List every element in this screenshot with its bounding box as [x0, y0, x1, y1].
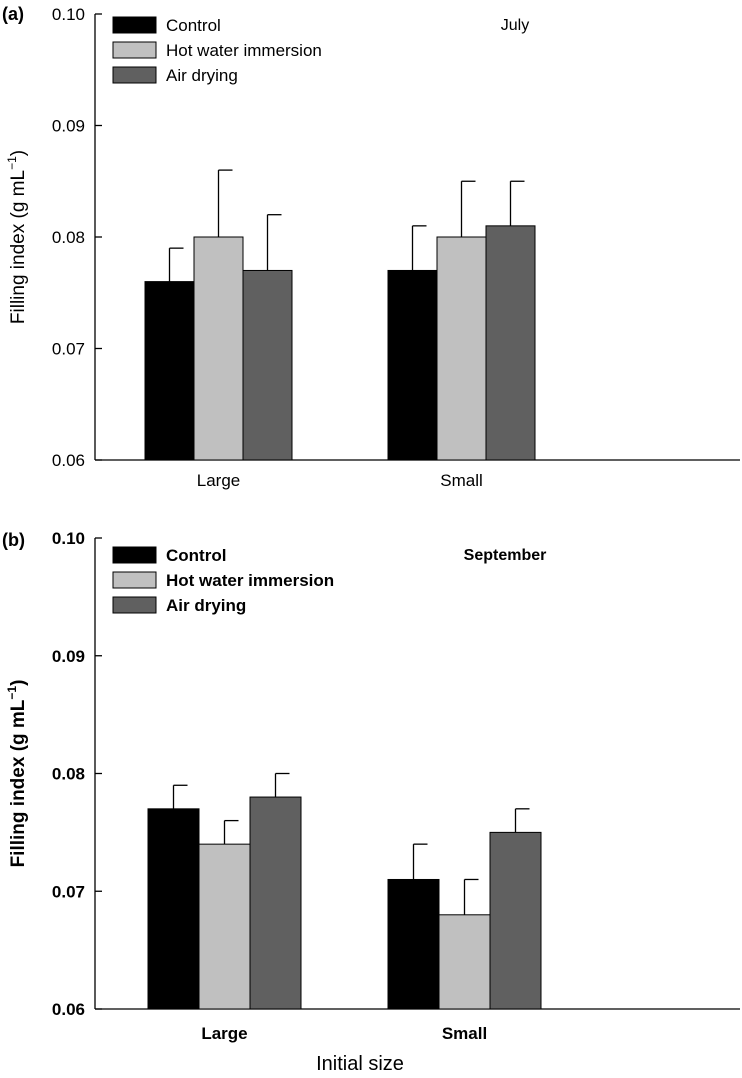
legend-label: Control: [166, 546, 226, 565]
y-tick-label: 0.08: [52, 765, 85, 784]
chart-panel-b: 0.06 0.07 0.08 0.09 0.10 Large Small Control Hot…: [2, 529, 740, 1075]
y-tick-label: 0.10: [52, 5, 85, 24]
x-tick-label: Large: [201, 1024, 247, 1043]
x-axis-label: Initial size: [316, 1053, 404, 1075]
month-annotation: September: [464, 547, 547, 564]
bar-air-drying: [485, 225, 536, 461]
bar-hot-water-immersion: [438, 914, 491, 1010]
y-axis-label: Filling index (g mL−1): [5, 680, 29, 868]
y-tick-label: 0.08: [52, 228, 85, 247]
y-tick-label: 0.10: [52, 529, 85, 548]
legend-swatch: [112, 546, 157, 564]
y-tick-label: 0.09: [52, 647, 85, 666]
x-tick-label: Small: [440, 471, 483, 490]
x-tick-label: Large: [197, 471, 240, 490]
legend-label: Control: [166, 16, 221, 35]
panel-label: (b): [2, 530, 25, 550]
bar-hot-water-immersion: [198, 843, 251, 1010]
bar-hot-water-immersion: [436, 236, 487, 461]
y-tick-label: 0.09: [52, 117, 85, 136]
bar-air-drying: [249, 796, 302, 1010]
y-tick-label: 0.07: [52, 340, 85, 359]
legend-label: Hot water immersion: [166, 571, 334, 590]
bar-hot-water-immersion: [193, 236, 244, 461]
legend-label: Hot water immersion: [166, 41, 322, 60]
bar-control: [387, 269, 438, 461]
legend-swatch: [112, 596, 157, 614]
x-tick-label: Small: [442, 1024, 487, 1043]
y-tick-label: 0.06: [52, 451, 85, 470]
bar-control: [147, 808, 200, 1010]
legend-swatch: [112, 41, 157, 59]
legend-swatch: [112, 571, 157, 589]
y-tick-label: 0.07: [52, 882, 85, 901]
y-tick-label: 0.06: [52, 1000, 85, 1019]
panel-label: (a): [2, 4, 24, 24]
legend-label: Air drying: [166, 66, 238, 85]
bar-control: [387, 878, 440, 1010]
chart-panel-a: 0.06 0.07 0.08 0.09 0.10 Large Small Control Hot…: [2, 4, 740, 490]
legend-swatch: [112, 16, 157, 34]
bar-air-drying: [489, 831, 542, 1010]
bar-control: [144, 281, 195, 461]
y-axis-label: Filling index (g mL−1): [5, 150, 29, 324]
month-annotation: July: [501, 17, 529, 34]
bar-air-drying: [242, 269, 293, 461]
legend-label: Air drying: [166, 596, 246, 615]
legend-swatch: [112, 66, 157, 84]
